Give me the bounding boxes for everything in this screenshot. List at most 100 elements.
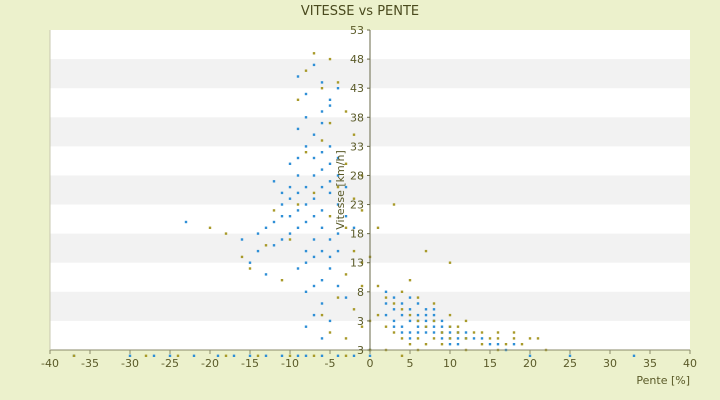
data-point-series-2 (344, 273, 348, 276)
data-point-series-1 (320, 110, 324, 113)
data-point-series-2 (304, 69, 308, 72)
data-point-series-1 (328, 104, 332, 107)
data-point-series-2 (288, 354, 292, 357)
data-point-series-2 (416, 319, 420, 323)
data-point-series-2 (256, 354, 260, 357)
data-point-series-1 (256, 249, 260, 253)
data-point-series-1 (408, 308, 412, 311)
data-point-series-1 (416, 313, 420, 317)
data-point-series-1 (464, 331, 468, 334)
data-point-series-1 (336, 232, 340, 235)
data-point-series-1 (440, 325, 444, 328)
data-point-series-1 (408, 319, 412, 323)
x-tick-label: 5 (407, 357, 414, 370)
data-point-series-1 (312, 197, 316, 200)
data-point-series-2 (344, 337, 348, 340)
data-point-series-1 (384, 302, 388, 305)
data-point-series-1 (320, 185, 324, 189)
data-point-series-2 (520, 343, 524, 346)
data-point-series-2 (496, 337, 500, 340)
data-point-series-2 (296, 203, 300, 206)
data-point-series-1 (288, 162, 292, 165)
data-point-series-1 (304, 203, 308, 206)
y-tick-label: 43 (350, 82, 364, 95)
y-tick-label: 48 (350, 53, 364, 66)
data-point-series-2 (472, 331, 476, 334)
x-tick-label: 20 (523, 357, 537, 370)
data-point-series-2 (416, 337, 420, 340)
data-point-series-2 (408, 279, 412, 282)
data-point-series-1 (384, 313, 388, 317)
data-point-series-1 (392, 296, 396, 299)
data-point-series-2 (320, 313, 324, 317)
data-point-series-1 (480, 337, 484, 340)
data-point-series-1 (528, 354, 532, 357)
data-point-series-1 (448, 331, 452, 334)
data-point-series-1 (424, 331, 428, 334)
data-point-series-1 (432, 308, 436, 311)
data-point-series-2 (328, 215, 332, 218)
x-tick-label: -15 (241, 357, 259, 370)
data-point-series-1 (312, 255, 316, 259)
data-point-series-2 (224, 232, 228, 235)
data-point-series-2 (296, 98, 300, 101)
data-point-series-1 (296, 156, 300, 160)
data-point-series-1 (256, 232, 260, 235)
data-point-series-1 (416, 302, 420, 305)
x-tick-label: 15 (483, 357, 497, 370)
data-point-series-1 (296, 267, 300, 270)
x-axis-label: Pente [%] (636, 374, 690, 387)
data-point-series-2 (416, 296, 420, 299)
data-point-series-1 (328, 238, 332, 241)
data-point-series-1 (328, 180, 332, 183)
data-point-series-2 (512, 331, 516, 334)
data-point-series-2 (384, 325, 388, 328)
data-point-series-2 (280, 279, 284, 282)
data-point-series-1 (296, 209, 300, 212)
data-point-series-1 (368, 354, 372, 357)
data-point-series-2 (400, 290, 404, 293)
data-point-series-2 (376, 284, 380, 288)
data-point-series-1 (304, 325, 308, 328)
data-point-series-2 (352, 133, 356, 136)
data-point-series-1 (336, 354, 340, 357)
data-point-series-1 (496, 343, 500, 346)
data-point-series-1 (320, 354, 324, 357)
data-point-series-2 (424, 325, 428, 328)
data-point-series-2 (344, 354, 348, 357)
data-point-series-1 (152, 354, 156, 357)
data-point-series-1 (288, 232, 292, 235)
data-point-series-1 (456, 343, 460, 346)
data-point-series-2 (448, 313, 452, 317)
y-tick-label: 3 (357, 315, 364, 328)
data-point-series-2 (352, 197, 356, 200)
data-point-series-1 (296, 174, 300, 177)
data-point-series-1 (320, 337, 324, 340)
data-point-series-2 (504, 343, 508, 346)
data-point-series-1 (408, 296, 412, 299)
data-point-series-2 (464, 319, 468, 323)
data-point-series-2 (512, 337, 516, 340)
data-point-series-2 (440, 343, 444, 346)
data-point-series-1 (288, 197, 292, 200)
data-point-series-2 (304, 151, 308, 154)
data-point-series-2 (432, 319, 436, 323)
y-axis-label: Vitesse [km/h] (334, 150, 347, 230)
data-point-series-2 (496, 331, 500, 334)
data-point-series-1 (408, 331, 412, 334)
x-tick-label: -30 (121, 357, 139, 370)
data-point-series-1 (320, 226, 324, 229)
data-point-series-2 (408, 343, 412, 346)
data-point-series-1 (280, 215, 284, 218)
x-tick-label: 25 (563, 357, 577, 370)
data-point-series-1 (424, 313, 428, 317)
data-point-series-2 (488, 337, 492, 340)
data-point-series-2 (376, 226, 380, 229)
y-tick-label: 13 (350, 257, 364, 270)
data-point-series-1 (320, 209, 324, 212)
data-point-series-2 (392, 331, 396, 334)
data-point-series-1 (296, 354, 300, 357)
data-point-series-1 (336, 174, 340, 177)
data-point-series-1 (472, 337, 476, 340)
